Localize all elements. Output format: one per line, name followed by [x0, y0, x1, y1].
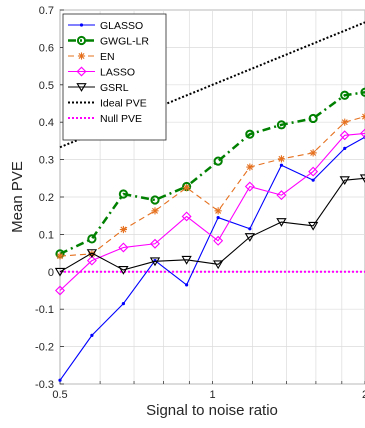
x-tick-label: 2 [362, 389, 365, 401]
y-tick-label: 0.1 [39, 229, 54, 241]
data-point-gwgl-lr [213, 156, 223, 166]
data-point-lasso [181, 211, 192, 222]
data-point-gwgl-lr [340, 90, 350, 100]
data-point-gwgl-lr [245, 129, 255, 139]
reference-line-ideal-pve [59, 21, 365, 149]
legend-label: LASSO [100, 67, 135, 79]
data-point-gwgl-lr [87, 234, 97, 244]
y-axis-ticks: 0.7 0.6 0.5 0.4 0.3 0.2 0.1 0 -0.1 -0.2 -0.3 [35, 5, 64, 391]
data-point-lasso [55, 285, 65, 296]
y-tick-label: -0.2 [35, 342, 54, 354]
data-point-gsrl [276, 218, 287, 227]
legend: GLASSO GWGL-LR EN LASSO GSRL Ideal PVE Null PV… [62, 13, 167, 141]
legend-marker [76, 35, 87, 46]
y-tick-label: 0 [48, 267, 54, 279]
data-point-lasso [118, 242, 129, 253]
y-tick-label: 0.2 [39, 192, 54, 204]
data-point-lasso [213, 235, 224, 246]
legend-entry-ideal-pve: Ideal PVE [68, 98, 147, 110]
data-point-en [246, 163, 254, 171]
x-axis-label: Signal to noise ratio [146, 402, 278, 419]
legend-marker [76, 66, 87, 77]
data-point-en [151, 207, 159, 215]
series-en [56, 112, 365, 260]
legend-entry-null-pve: Null PVE [68, 113, 142, 125]
data-point-en [214, 207, 222, 215]
data-point-glasso [58, 378, 62, 382]
legend-box [62, 13, 167, 141]
data-point-lasso [86, 255, 97, 266]
y-tick-label: -0.1 [35, 304, 54, 316]
data-point-lasso [360, 128, 365, 139]
y-tick-label: 0.5 [39, 80, 54, 92]
data-point-gsrl [86, 249, 98, 258]
data-point-en [309, 149, 317, 157]
data-point-gsrl [339, 176, 350, 186]
y-tick-label: 0.4 [39, 117, 54, 129]
data-point-en [56, 252, 64, 260]
legend-entry-gwgl-lr: GWGL-LR [68, 36, 149, 48]
x-tick-label: 0.5 [52, 389, 67, 401]
data-point-gsrl [359, 174, 365, 184]
legend-entry-glasso: GLASSO [68, 20, 143, 32]
y-tick-label: 0.3 [39, 155, 54, 167]
data-point-lasso [244, 181, 255, 192]
data-point-glasso [311, 178, 315, 182]
data-point-glasso [121, 301, 126, 306]
data-point-lasso [308, 166, 319, 177]
legend-label: GSRL [100, 82, 129, 94]
y-tick-label: 0.6 [39, 42, 54, 54]
series-line-lasso [59, 132, 365, 291]
legend-label: GWGL-LR [100, 36, 149, 48]
legend-marker [76, 83, 87, 92]
data-point-gsrl [149, 257, 161, 267]
x-axis-ticks: 0.5 1 2 [52, 381, 365, 401]
data-point-lasso [276, 190, 287, 201]
x-tick-label: 1 [209, 389, 215, 401]
data-point-gsrl [181, 255, 192, 265]
legend-entry-en: EN [68, 51, 115, 63]
legend-entry-lasso: LASSO [68, 67, 135, 79]
y-tick-label: 0.7 [39, 5, 54, 17]
y-tick-label: -0.3 [35, 379, 54, 391]
data-point-gsrl [118, 266, 129, 275]
data-point-en [183, 184, 191, 192]
legend-label: GLASSO [100, 20, 143, 32]
legend-marker [77, 52, 86, 60]
legend-label: Ideal PVE [100, 98, 147, 110]
series-line-gsrl [59, 177, 365, 273]
data-point-gwgl-lr [118, 189, 129, 199]
legend-label: EN [100, 51, 115, 63]
data-point-glasso [185, 283, 189, 287]
data-point-glasso [248, 227, 252, 231]
series-gsrl [54, 174, 365, 277]
data-point-glasso [90, 333, 94, 337]
data-point-en [361, 112, 365, 121]
data-point-en [277, 155, 286, 163]
legend-label: Null PVE [100, 113, 142, 125]
data-point-en [119, 225, 128, 234]
data-point-gwgl-lr [276, 120, 287, 130]
data-point-lasso [150, 238, 160, 249]
data-point-glasso [343, 146, 347, 150]
data-point-gsrl [307, 221, 319, 231]
data-point-lasso [339, 130, 350, 141]
data-point-glasso [216, 215, 220, 220]
data-point-gwgl-lr [308, 113, 318, 124]
legend-entry-gsrl: GSRL [68, 82, 129, 94]
data-point-gsrl [54, 267, 66, 277]
data-point-gsrl [212, 260, 224, 270]
series-lines [54, 21, 365, 382]
series-line-en [59, 116, 365, 257]
data-point-gwgl-lr [150, 195, 160, 205]
data-point-glasso [279, 163, 284, 167]
data-point-en [341, 118, 349, 126]
data-point-gsrl [244, 233, 256, 242]
series-lasso [55, 128, 365, 296]
y-axis-label: Mean PVE [9, 161, 26, 233]
legend-marker [79, 23, 84, 27]
